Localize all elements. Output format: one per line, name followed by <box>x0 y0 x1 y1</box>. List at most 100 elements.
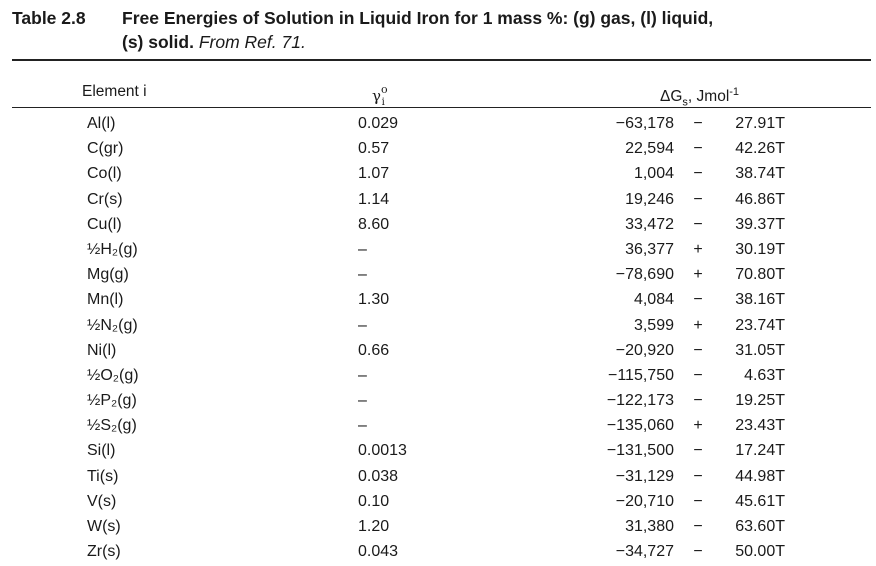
element-cell: ½H₂(g) <box>87 240 138 258</box>
element-cell: Ti(s) <box>87 467 119 485</box>
dg-operator-cell: − <box>693 215 703 233</box>
element-cell: C(gr) <box>87 140 124 158</box>
gamma-cell: 8.60 <box>358 215 390 233</box>
element-cell: ½O₂(g) <box>87 366 139 384</box>
dg-temperature-term-cell: 38.74T <box>735 165 785 183</box>
table-row: C(gr) 0.57 22,594 − 42.26T <box>0 138 876 163</box>
element-cell: V(s) <box>87 492 117 510</box>
table-reference: From Ref. 71. <box>198 32 306 52</box>
element-cell: Ni(l) <box>87 341 117 359</box>
gamma-cell: – <box>358 392 367 410</box>
dg-constant-cell: 1,004 <box>633 165 674 183</box>
gamma-cell: 0.029 <box>358 115 399 132</box>
gamma-cell: 0.0013 <box>358 442 407 460</box>
gamma-cell: 0.57 <box>358 140 390 158</box>
gamma-sup: o <box>380 83 388 96</box>
dg-temperature-term-cell: 45.61T <box>735 492 785 510</box>
element-cell: W(s) <box>87 518 121 535</box>
table-row: Mn(l) 1.30 4,084 − 38.16T <box>0 289 876 314</box>
header-gamma: γoi <box>372 82 391 113</box>
gamma-cell: – <box>358 366 367 384</box>
table-row: ½N₂(g) – 3,599 +23.74T <box>0 315 876 340</box>
gamma-cell: 0.043 <box>358 543 399 561</box>
dg-operator-cell: − <box>693 366 703 384</box>
gamma-cell: 1.20 <box>358 518 390 535</box>
element-cell: Zr(s) <box>87 543 121 561</box>
gamma-cell: – <box>358 316 367 334</box>
dg-constant-cell: −34,727 <box>615 543 674 561</box>
dg-temperature-term-cell: 4.63T <box>744 366 785 384</box>
element-cell: Cr(s) <box>87 190 123 208</box>
table-row: Zr(s) 0.043 −34,727 − 50.00T <box>0 541 876 566</box>
dg-temperature-term-cell: 39.37T <box>735 215 785 233</box>
dg-temperature-term-cell: 23.74T <box>735 316 785 334</box>
gamma-cell: – <box>358 266 367 284</box>
dg-operator-cell: − <box>693 467 703 485</box>
element-cell: Mn(l) <box>87 291 124 309</box>
dg-operator-cell: − <box>693 341 703 359</box>
gamma-sub: i <box>381 97 385 108</box>
dg-temperature-term-cell: 31.05T <box>735 341 785 359</box>
dg-constant-cell: 33,472 <box>625 215 674 233</box>
header-delta-g: ΔGs, Jmol-1 <box>660 82 739 112</box>
dg-operator-cell: − <box>693 518 703 535</box>
dg-temperature-term-cell: 27.91T <box>735 115 785 132</box>
dg-unit-sup: -1 <box>729 86 740 98</box>
dg-operator-cell: + <box>693 266 703 284</box>
dg-constant-cell: 22,594 <box>625 140 674 158</box>
element-cell: ½P₂(g) <box>87 392 137 410</box>
table-row: ½H₂(g) – 36,377 +30.19T <box>0 239 876 264</box>
element-cell: Al(l) <box>87 115 116 132</box>
element-cell: Mg(g) <box>87 266 129 284</box>
top-rule <box>12 59 871 61</box>
table-number: Table 2.8 <box>12 8 86 28</box>
dg-constant-cell: −63,178 <box>615 115 674 132</box>
header-rule <box>12 107 871 108</box>
gamma-cell: – <box>358 240 367 258</box>
dg-temperature-term-cell: 38.16T <box>735 291 785 309</box>
gamma-cell: 1.07 <box>358 165 390 183</box>
table-row: Ti(s) 0.038 −31,129 − 44.98T <box>0 466 876 491</box>
dg-constant-cell: −20,710 <box>615 492 674 510</box>
gamma-symbol: γ <box>372 87 381 105</box>
table-title-line1: Free Energies of Solution in Liquid Iron… <box>122 8 714 28</box>
gamma-cell: 0.66 <box>358 341 390 359</box>
dg-constant-cell: −20,920 <box>615 341 674 359</box>
dg-constant-cell: −78,690 <box>615 266 674 284</box>
gamma-cell: 1.30 <box>358 291 390 309</box>
dg-operator-cell: + <box>693 240 703 258</box>
table-row: Si(l) 0.0013 −131,500 − 17.24T <box>0 440 876 465</box>
element-cell: Si(l) <box>87 442 116 460</box>
table-row: ½P₂(g) – −122,173 − 19.25T <box>0 390 876 415</box>
dg-constant-cell: −31,129 <box>615 467 674 485</box>
table-row: Al(l) 0.029 −63,178 − 27.91T <box>0 113 876 138</box>
dg-operator-cell: − <box>693 291 703 309</box>
dg-prefix: ΔG <box>660 88 683 106</box>
dg-sub: s <box>682 96 688 109</box>
dg-temperature-term-cell: 23.43T <box>735 417 785 435</box>
dg-operator-cell: − <box>693 392 703 410</box>
table-row: V(s) 0.10 −20,710 − 45.61T <box>0 491 876 516</box>
dg-temperature-term-cell: 50.00T <box>735 543 785 561</box>
dg-operator-cell: − <box>693 492 703 510</box>
element-cell: ½N₂(g) <box>87 316 138 334</box>
table-row: Co(l) 1.07 1,004 − 38.74T <box>0 163 876 188</box>
dg-operator-cell: − <box>693 543 703 561</box>
header-element: Element i <box>82 83 147 100</box>
dg-temperature-term-cell: 70.80T <box>735 266 785 284</box>
dg-constant-cell: 31,380 <box>625 518 674 535</box>
dg-temperature-term-cell: 42.26T <box>735 140 785 158</box>
gamma-cell: 0.10 <box>358 492 390 510</box>
dg-operator-cell: − <box>693 165 703 183</box>
element-cell: Cu(l) <box>87 215 122 233</box>
dg-temperature-term-cell: 30.19T <box>735 240 785 258</box>
table-caption: Table 2.8 Free Energies of Solution in Li… <box>12 6 872 54</box>
dg-operator-cell: − <box>693 140 703 158</box>
table-row: Ni(l) 0.66 −20,920 − 31.05T <box>0 340 876 365</box>
table-row: ½S₂(g) – −135,060 +23.43T <box>0 415 876 440</box>
table-row: Cu(l) 8.60 33,472 − 39.37T <box>0 214 876 239</box>
dg-constant-cell: −135,060 <box>606 417 674 435</box>
dg-temperature-term-cell: 44.98T <box>735 467 785 485</box>
dg-temperature-term-cell: 19.25T <box>735 392 785 410</box>
dg-operator-cell: − <box>693 442 703 460</box>
